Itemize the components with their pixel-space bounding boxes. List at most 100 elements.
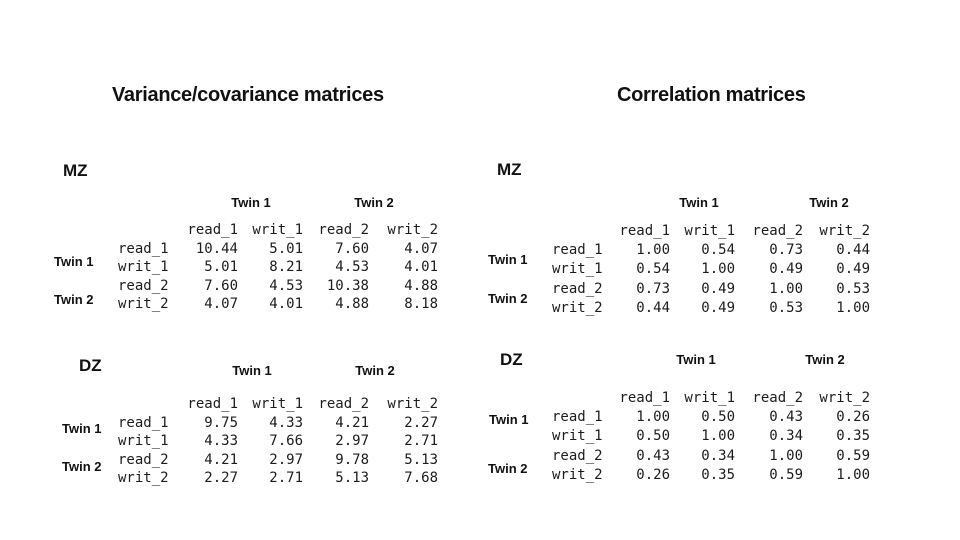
- matrix-value: 2.97: [269, 451, 303, 468]
- matrix-col-header: writ_1: [252, 396, 303, 412]
- left-section-title: Variance/covariance matrices: [112, 84, 384, 106]
- matrix-row-label: writ_2: [552, 299, 603, 316]
- mz-cov-colgroup-twin1: Twin 1: [231, 195, 271, 210]
- matrix-value: 10.44: [195, 240, 238, 257]
- matrix-col-header: writ_1: [684, 390, 735, 406]
- mz-cov-label: MZ: [63, 161, 88, 180]
- dz-cor-rowgroup-twin2: Twin 2: [488, 461, 528, 476]
- matrix-value: 9.75: [204, 414, 238, 431]
- matrix-value: 4.53: [269, 277, 303, 294]
- matrix-value: 0.34: [769, 428, 803, 445]
- matrix-value: 0.35: [836, 428, 870, 445]
- matrix-col-header: writ_1: [684, 223, 735, 239]
- matrix-value: 0.43: [636, 447, 670, 464]
- matrix-value: 4.88: [404, 277, 438, 294]
- matrix-value: 8.18: [404, 296, 438, 313]
- matrix-col-header: read_1: [619, 390, 670, 406]
- matrix-corner-cell: [552, 222, 602, 241]
- matrix-row-label: read_2: [118, 277, 169, 294]
- matrix-value: 4.01: [269, 296, 303, 313]
- matrix-col-header: read_1: [187, 222, 238, 238]
- matrix-value: 0.59: [769, 466, 803, 483]
- matrix-col-header: read_2: [318, 222, 369, 238]
- dz-cor-rowgroup-twin1: Twin 1: [489, 412, 529, 427]
- matrix-value: 0.73: [769, 242, 803, 259]
- dz-cov-colgroup-twin1: Twin 1: [232, 363, 272, 378]
- matrix-col-header: read_2: [318, 396, 369, 412]
- matrix-row-label: writ_1: [118, 259, 169, 276]
- mz-cor-colgroup-twin2: Twin 2: [809, 195, 849, 210]
- matrix-value: 0.44: [836, 242, 870, 259]
- matrix-row-label: writ_1: [552, 261, 603, 278]
- matrix-row-label: writ_2: [552, 466, 603, 483]
- matrix-value: 0.59: [836, 447, 870, 464]
- matrix-value: 4.88: [335, 296, 369, 313]
- matrix-row-label: read_1: [552, 409, 603, 426]
- matrix-col-header: writ_2: [387, 222, 438, 238]
- matrix-value: 8.21: [269, 259, 303, 276]
- matrix-col-header: writ_1: [252, 222, 303, 238]
- matrix-value: 10.38: [326, 277, 369, 294]
- matrix-value: 1.00: [636, 242, 670, 259]
- matrix-value: 1.00: [836, 299, 870, 316]
- matrix-value: 2.71: [269, 470, 303, 487]
- mz-cor-colgroup-twin1: Twin 1: [679, 195, 719, 210]
- matrix-row-label: read_2: [118, 451, 169, 468]
- matrix-value: 5.13: [404, 451, 438, 468]
- matrix-value: 0.34: [701, 447, 735, 464]
- matrix-value: 4.07: [404, 240, 438, 257]
- dz-cov-rowgroup-twin2: Twin 2: [62, 459, 102, 474]
- matrix-corner-cell: [552, 389, 602, 408]
- matrix-value: 0.44: [636, 299, 670, 316]
- matrix-col-header: writ_2: [819, 223, 870, 239]
- matrix-row-label: writ_1: [118, 433, 169, 450]
- matrix-value: 5.13: [335, 470, 369, 487]
- matrix-col-header: read_1: [187, 396, 238, 412]
- dz-cov-colgroup-twin2: Twin 2: [355, 363, 395, 378]
- matrix-value: 0.26: [836, 409, 870, 426]
- right-section-title: Correlation matrices: [617, 84, 806, 106]
- matrix-value: 4.33: [269, 414, 303, 431]
- mz-correlation-matrix: read_1 writ_1 read_2 writ_2 read_1 1.00 0.54 0.…: [552, 222, 870, 318]
- dz-cov-label: DZ: [79, 356, 102, 375]
- matrix-value: 2.97: [335, 433, 369, 450]
- mz-cor-rowgroup-twin2: Twin 2: [488, 291, 528, 306]
- dz-cov-rowgroup-twin1: Twin 1: [62, 421, 102, 436]
- matrix-col-header: writ_2: [819, 390, 870, 406]
- matrix-value: 2.71: [404, 433, 438, 450]
- matrix-value: 0.49: [836, 261, 870, 278]
- matrix-value: 0.49: [769, 261, 803, 278]
- matrix-value: 0.50: [701, 409, 735, 426]
- matrix-value: 1.00: [701, 261, 735, 278]
- matrix-value: 2.27: [404, 414, 438, 431]
- matrix-value: 1.00: [769, 280, 803, 297]
- matrix-value: 0.53: [836, 280, 870, 297]
- matrix-value: 7.66: [269, 433, 303, 450]
- matrix-value: 7.60: [204, 277, 238, 294]
- matrix-row-label: read_1: [552, 242, 603, 259]
- matrix-row-label: read_1: [118, 240, 169, 257]
- matrix-value: 1.00: [701, 428, 735, 445]
- matrix-row-label: read_2: [552, 447, 603, 464]
- matrix-col-header: read_2: [752, 223, 803, 239]
- matrix-value: 5.01: [204, 259, 238, 276]
- mz-cov-colgroup-twin2: Twin 2: [354, 195, 394, 210]
- matrix-value: 4.21: [204, 451, 238, 468]
- matrix-value: 0.54: [701, 242, 735, 259]
- matrix-value: 2.27: [204, 470, 238, 487]
- dz-cor-colgroup-twin2: Twin 2: [805, 352, 845, 367]
- matrix-row-label: writ_2: [118, 296, 169, 313]
- matrix-value: 0.35: [701, 466, 735, 483]
- matrix-value: 0.49: [701, 280, 735, 297]
- mz-cor-label: MZ: [497, 160, 522, 179]
- matrix-value: 0.43: [769, 409, 803, 426]
- matrix-value: 0.26: [636, 466, 670, 483]
- matrix-value: 9.78: [335, 451, 369, 468]
- matrix-value: 1.00: [836, 466, 870, 483]
- matrix-row-label: writ_2: [118, 470, 169, 487]
- mz-covariance-matrix: read_1 writ_1 read_2 writ_2 read_1 10.44 5.01 7…: [118, 221, 438, 314]
- matrix-col-header: read_1: [619, 223, 670, 239]
- matrix-col-header: read_2: [752, 390, 803, 406]
- matrix-value: 7.60: [335, 240, 369, 257]
